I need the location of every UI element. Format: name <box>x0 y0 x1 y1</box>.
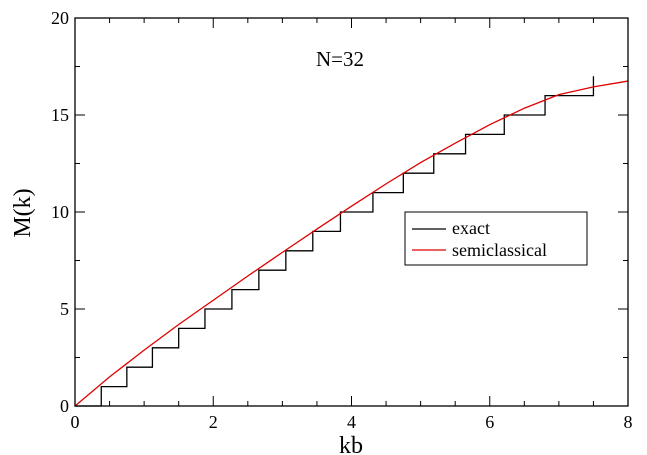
y-tick-label: 5 <box>60 299 69 319</box>
x-tick-label: 8 <box>624 412 633 432</box>
y-axis-label: M(k) <box>10 188 36 237</box>
semiclassical-curve-line <box>74 80 629 407</box>
y-tick-label: 10 <box>51 202 69 222</box>
exact-staircase-line <box>75 76 595 407</box>
plot-area: 0 2 4 6 8 0 5 10 15 20 <box>51 8 633 432</box>
legend: exact semiclassical <box>404 211 588 266</box>
x-tick-label: 6 <box>485 412 494 432</box>
plot-frame <box>74 17 629 407</box>
x-tick-label: 2 <box>209 412 218 432</box>
legend-box <box>404 211 588 266</box>
y-tick-label: 15 <box>51 105 69 125</box>
x-tick-label: 4 <box>347 412 356 432</box>
chart-annotation: N=32 <box>316 47 364 71</box>
legend-label-exact: exact <box>452 218 490 238</box>
y-tick-label: 20 <box>51 8 69 28</box>
x-tick-label: 0 <box>71 412 80 432</box>
y-tick-label: 0 <box>60 396 69 416</box>
legend-label-semiclassical: semiclassical <box>452 240 547 260</box>
x-axis-label: kb <box>339 433 363 455</box>
